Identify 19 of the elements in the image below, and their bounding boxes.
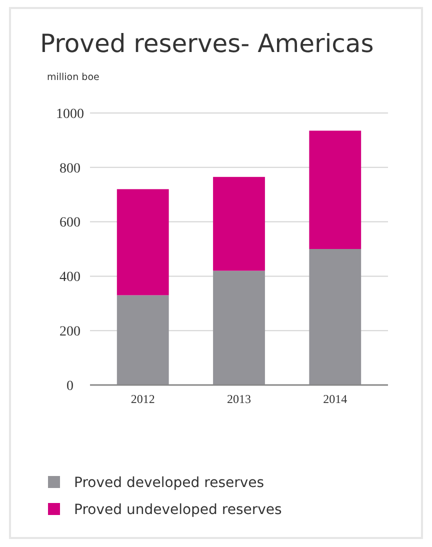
- x-tick-label: 2013: [227, 392, 251, 406]
- bar: [213, 176, 265, 271]
- legend-label: Proved undeveloped reserves: [74, 502, 282, 518]
- bar: [309, 130, 362, 249]
- y-tick-label: 600: [60, 216, 80, 231]
- y-tick-label: 0: [66, 378, 74, 394]
- legend-label: Proved developed reserves: [74, 474, 264, 491]
- chart-title: Proved reserves- Americas: [40, 29, 374, 58]
- y-tick-label: 1000: [56, 106, 84, 122]
- bar: [116, 295, 169, 385]
- bar: [116, 189, 169, 296]
- x-tick-label: 2014: [323, 392, 348, 406]
- x-tick-label: 2012: [130, 392, 155, 406]
- y-tick-label: 200: [60, 324, 80, 340]
- y-tick-label: 800: [60, 161, 80, 176]
- y-axis-title: million boe: [47, 72, 100, 83]
- y-tick-label: 400: [60, 270, 80, 286]
- bar: [309, 249, 362, 385]
- bar: [213, 270, 265, 385]
